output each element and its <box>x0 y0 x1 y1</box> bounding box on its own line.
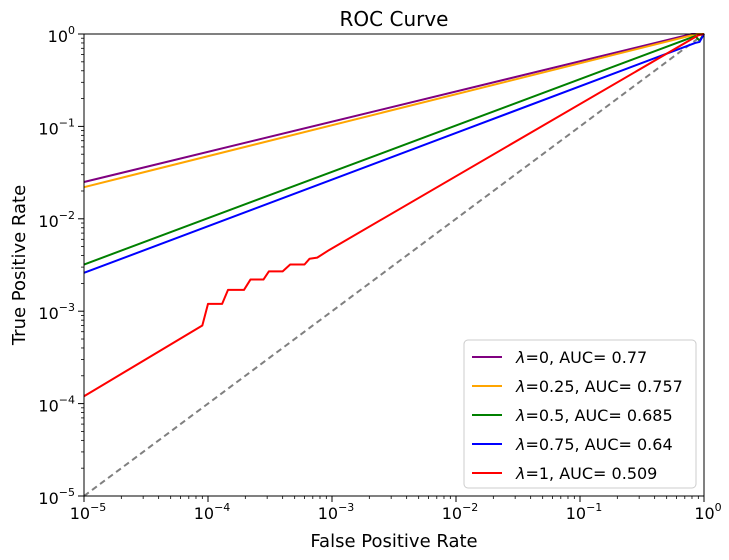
y-tick-label-2: 10−3 <box>38 301 75 323</box>
y-tick-label-3: 10−2 <box>38 209 75 231</box>
legend-label-4: λ=1, AUC= 0.509 <box>515 464 657 483</box>
y-axis-label: True Positive Rate <box>9 185 30 346</box>
axis-ticks: 10−5 10−4 10−3 10−2 10−1 100 10−5 10−4 10−3 10−2 1… <box>38 24 721 523</box>
legend-label-2: λ=0.5, AUC= 0.685 <box>515 406 673 425</box>
legend-box <box>463 339 697 489</box>
y-tick-label-5: 100 <box>48 24 75 46</box>
legend-label-1: λ=0.25, AUC= 0.757 <box>515 377 683 396</box>
x-tick-label-5: 100 <box>694 501 721 523</box>
y-tick-label-0: 10−5 <box>38 486 75 508</box>
x-tick-label-2: 10−3 <box>318 501 355 523</box>
legend-label-0: λ=0, AUC= 0.77 <box>515 348 647 367</box>
legend: λ=0, AUC= 0.77 λ=0.25, AUC= 0.757 λ=0.5, A… <box>463 339 697 489</box>
chance-reference-line <box>83 33 705 497</box>
series-line-3 <box>83 33 705 274</box>
x-tick-label-3: 10−2 <box>442 501 479 523</box>
x-axis-label: False Positive Rate <box>310 531 477 552</box>
legend-label-3: λ=0.75, AUC= 0.64 <box>515 435 673 454</box>
plot-frame <box>83 33 705 497</box>
y-tick-label-4: 10−1 <box>38 116 75 138</box>
series-line-4 <box>83 33 705 398</box>
x-tick-label-1: 10−4 <box>194 501 231 523</box>
y-tick-label-1: 10−4 <box>38 394 75 416</box>
x-tick-label-0: 10−5 <box>70 501 107 523</box>
chart-title: ROC Curve <box>340 7 449 31</box>
x-tick-label-4: 10−1 <box>566 501 603 523</box>
